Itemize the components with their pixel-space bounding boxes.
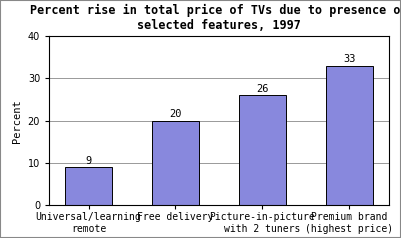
Y-axis label: Percent: Percent bbox=[12, 99, 22, 143]
Title: Percent rise in total price of TVs due to presence of
selected features, 1997: Percent rise in total price of TVs due t… bbox=[30, 4, 401, 32]
Bar bbox=[239, 95, 286, 205]
Text: 20: 20 bbox=[169, 109, 182, 119]
Text: 9: 9 bbox=[85, 156, 91, 166]
Bar bbox=[152, 121, 199, 205]
Bar bbox=[65, 167, 112, 205]
Text: 33: 33 bbox=[343, 54, 356, 64]
Bar bbox=[326, 66, 373, 205]
Text: 26: 26 bbox=[256, 84, 269, 94]
